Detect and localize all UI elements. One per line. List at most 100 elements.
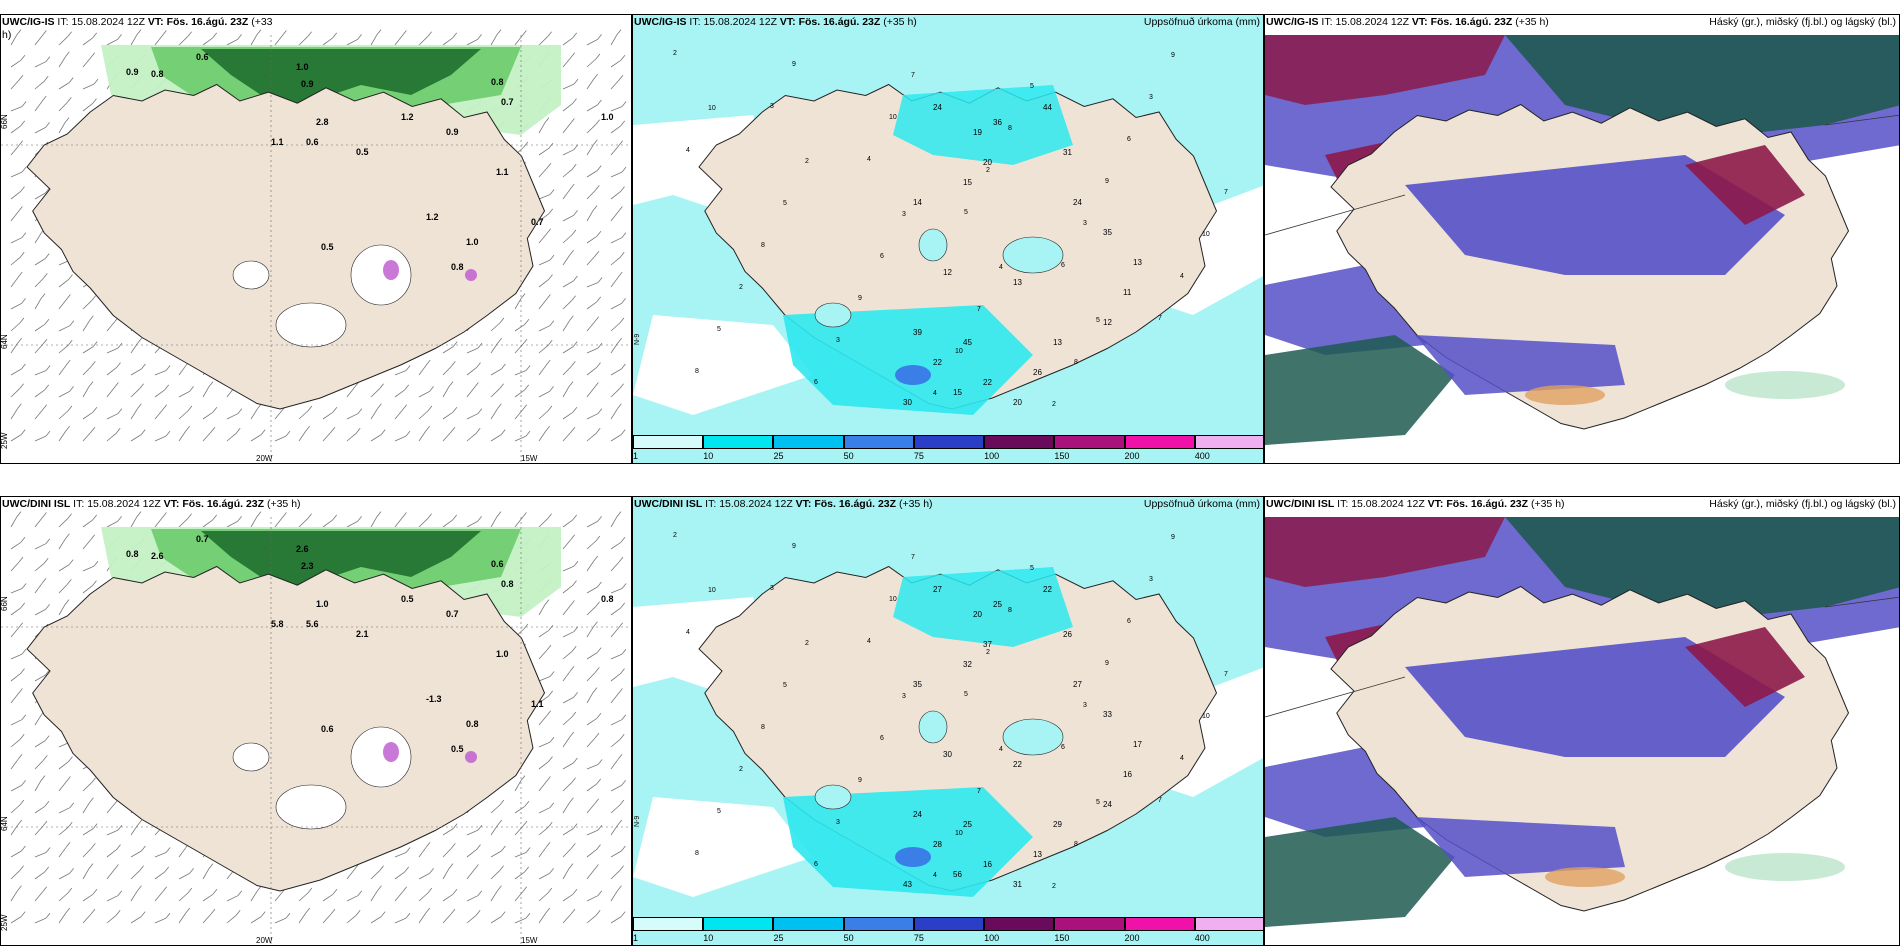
wind-barb-flag [569, 315, 574, 322]
wind-barb [490, 434, 502, 442]
wind-barb-flag [546, 162, 552, 169]
precip-value: 43 [903, 880, 912, 889]
wind-barb [346, 869, 355, 880]
colorbar-label: 10 [703, 933, 714, 943]
wind-barb [538, 325, 550, 332]
wind-barb [346, 39, 358, 46]
wind-barb [586, 717, 598, 726]
wind-barb [610, 541, 622, 550]
wind-barb [394, 389, 405, 398]
wind-barb [442, 411, 454, 420]
wind-barb [82, 103, 93, 112]
wind-barb-flag [212, 889, 218, 895]
wind-barb-flag [21, 714, 27, 720]
wind-barb [82, 300, 92, 310]
precip-value-small: 4 [1180, 755, 1184, 762]
wind-barb-flag [597, 99, 602, 106]
wind-barb-flag [522, 404, 528, 411]
wind-barb [610, 516, 618, 528]
precip-value: 20 [983, 158, 992, 167]
wind-barb-flag [89, 797, 94, 804]
wind-barb [418, 391, 430, 398]
wind-barb-flag [357, 516, 362, 522]
wind-barb [82, 893, 94, 902]
wind-barb [586, 58, 597, 68]
wind-barb-flag [572, 823, 578, 829]
lat-label: 66N [1, 114, 9, 129]
wind-barb-flag [64, 117, 70, 123]
precip-value: 32 [963, 660, 972, 669]
wind-barb [442, 828, 454, 836]
wind-barb [538, 826, 549, 836]
wind-barb [106, 321, 116, 332]
precip-value-small: 7 [977, 788, 981, 795]
wind-barb [586, 803, 596, 814]
value-label: 0.9 [446, 127, 459, 137]
precip-value: 24 [913, 810, 922, 819]
wind-barb [34, 101, 43, 112]
wind-barb-flag [496, 511, 502, 517]
wind-barb-flag [40, 293, 46, 299]
wind-barb [466, 869, 475, 880]
wind-barb-flag [21, 166, 27, 173]
precip-map: 2436441920311514121324353945222630152022… [633, 15, 1263, 463]
wind-barb [562, 411, 574, 420]
wind-barb [538, 676, 551, 682]
wind-barb-flag [18, 688, 23, 694]
wind-barb [34, 258, 46, 266]
wind-barb [586, 124, 596, 134]
wind-barb-flag [44, 253, 50, 259]
wind-barb-flag [621, 298, 626, 304]
wind-barb-flag [402, 404, 408, 411]
wind-barb-flag [549, 802, 555, 808]
wind-barb [538, 761, 549, 770]
panel-cloud-top: UWC/IG-IS IT: 15.08.2024 12Z VT: Fös. 16… [1264, 14, 1900, 464]
wind-barb [466, 387, 475, 398]
colorbar-label: 1 [633, 933, 639, 943]
wind-barb-flag [67, 513, 72, 519]
wind-barb [370, 388, 380, 398]
precip-value-small: 2 [1052, 883, 1056, 890]
wind-barb-flag [570, 361, 576, 367]
precip-value: 24 [1073, 198, 1082, 207]
wind-barb [250, 408, 258, 420]
wind-barb [346, 432, 357, 442]
wind-barb-flag [42, 512, 47, 518]
wind-barb-flag [65, 360, 71, 366]
wind-barb-flag [450, 908, 456, 915]
wind-barb-flag [19, 383, 24, 389]
wind-barb [586, 764, 599, 770]
wind-barb-flag [18, 74, 24, 81]
wind-barb-flag [45, 365, 51, 371]
precip-value-small: 3 [1083, 702, 1087, 709]
precip-value: 11 [1123, 288, 1132, 297]
wind-barb [274, 409, 284, 420]
wind-barb-flag [594, 316, 600, 323]
glacier [814, 302, 852, 328]
wind-barb [538, 892, 549, 902]
wind-barb-flag [570, 534, 576, 541]
wind-barb-flag [117, 824, 123, 831]
precip-value: 15 [963, 178, 972, 187]
wind-barb [466, 849, 477, 858]
wind-barb-flag [117, 890, 123, 896]
wind-barb-flag [332, 407, 338, 413]
panel-title: UWC/IG-IS IT: 15.08.2024 12Z VT: Fös. 16… [634, 16, 917, 28]
wind-barb [442, 37, 453, 46]
wind-barb-flag [573, 210, 578, 216]
wind-barb-flag [475, 910, 481, 916]
wind-barb [202, 893, 214, 902]
wind-barb-flag [212, 514, 218, 521]
wind-barb [226, 521, 238, 528]
wind-barb-flag [91, 295, 96, 301]
precip-value-small: 8 [1074, 841, 1078, 848]
colorbar-swatch [1124, 435, 1195, 449]
colorbar-swatch [633, 917, 704, 931]
precip-value-small: 4 [999, 746, 1003, 753]
wind-barb [562, 671, 571, 682]
wind-barb-flag [618, 74, 624, 81]
wind-barb [82, 320, 90, 332]
convection-marker [465, 751, 477, 763]
wind-barb [586, 914, 597, 924]
wind-barb-flag [596, 231, 602, 237]
